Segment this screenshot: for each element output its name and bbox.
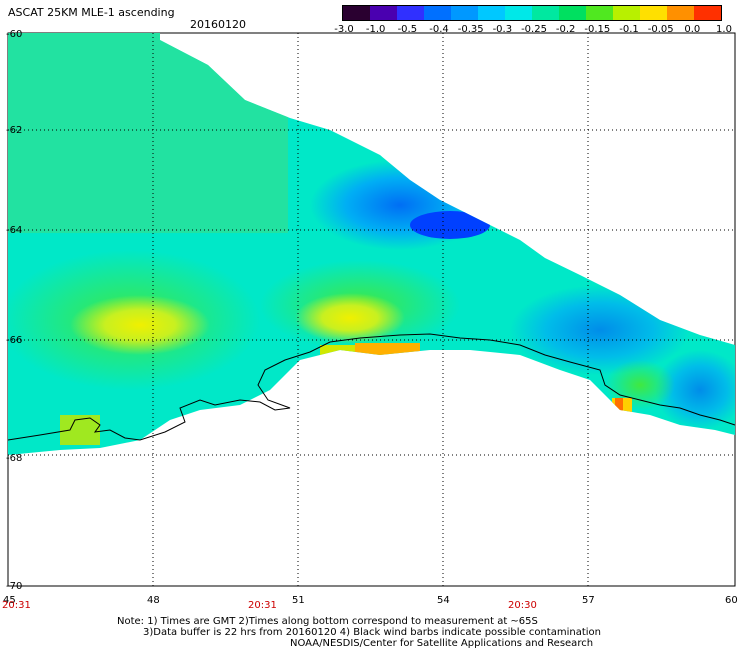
color-scale-label: -1.0 bbox=[365, 24, 386, 35]
color-scale-segment bbox=[343, 6, 370, 20]
time-label: 20:30 bbox=[508, 600, 537, 611]
color-scale-segment bbox=[505, 6, 532, 20]
color-scale-segment bbox=[559, 6, 586, 20]
map-title: ASCAT 25KM MLE-1 ascending bbox=[8, 6, 175, 19]
color-scale-segment bbox=[667, 6, 694, 20]
color-scale-label: 1.0 bbox=[716, 24, 732, 35]
note-line-1: Note: 1) Times are GMT 2)Times along bot… bbox=[117, 616, 538, 627]
grid-lines bbox=[8, 33, 735, 586]
color-scale-label: 0.0 bbox=[684, 24, 701, 35]
color-scale-segment bbox=[370, 6, 397, 20]
coastline bbox=[7, 333, 736, 441]
lat-label: -68 bbox=[6, 453, 22, 464]
color-scale-segment bbox=[640, 6, 667, 20]
lat-label: -60 bbox=[6, 29, 22, 40]
color-scale-label: -3.0 bbox=[334, 24, 354, 35]
lat-label: -70 bbox=[6, 581, 22, 592]
lon-label: 48 bbox=[147, 595, 160, 606]
color-scale-segment bbox=[478, 6, 505, 20]
longitude-labels: 45 48 51 54 57 60 bbox=[3, 595, 738, 606]
note-line-3: NOAA/NESDIS/Center for Satellite Applica… bbox=[290, 638, 594, 649]
time-label: 20:31 bbox=[2, 600, 31, 611]
color-scale-label: -0.2 bbox=[555, 24, 576, 35]
color-scale-label: -0.1 bbox=[619, 24, 639, 35]
color-scale-label: -0.35 bbox=[457, 24, 484, 35]
lon-label: 54 bbox=[437, 595, 450, 606]
color-scale-label: -0.5 bbox=[397, 24, 418, 35]
color-scale-label: -0.15 bbox=[584, 24, 611, 35]
color-scale-segment bbox=[694, 6, 721, 20]
lon-label: 45 bbox=[3, 595, 16, 606]
lat-label: -66 bbox=[6, 335, 22, 346]
lon-label: 57 bbox=[582, 595, 595, 606]
lon-label: 60 bbox=[725, 595, 738, 606]
color-scale-label: -0.3 bbox=[492, 24, 513, 35]
color-scale-label: -0.05 bbox=[647, 24, 674, 35]
color-scale-segment bbox=[586, 6, 613, 20]
color-scale-segment bbox=[613, 6, 640, 20]
color-scale-labels: -3.0 -1.0 -0.5 -0.4 -0.35 -0.3 -0.25 -0.2 -0.15-… bbox=[330, 24, 740, 36]
color-scale-label: -0.4 bbox=[429, 24, 449, 35]
latitude-labels: -60 -62 -64 -66 -68 -70 bbox=[6, 29, 22, 592]
lat-label: -62 bbox=[6, 125, 22, 136]
note-line-2: 3)Data buffer is 22 hrs from 20160120 4)… bbox=[143, 627, 601, 638]
color-scale-label: -0.25 bbox=[521, 24, 547, 35]
color-scale-segment bbox=[451, 6, 478, 20]
color-scale-segment bbox=[532, 6, 559, 20]
map-date: 20160120 bbox=[190, 18, 246, 31]
time-label: 20:31 bbox=[248, 600, 277, 611]
lat-label: -64 bbox=[6, 225, 22, 236]
color-scale-segment bbox=[397, 6, 424, 20]
color-scale-bar bbox=[342, 5, 722, 21]
color-scale-segment bbox=[424, 6, 451, 20]
lon-label: 51 bbox=[292, 595, 305, 606]
